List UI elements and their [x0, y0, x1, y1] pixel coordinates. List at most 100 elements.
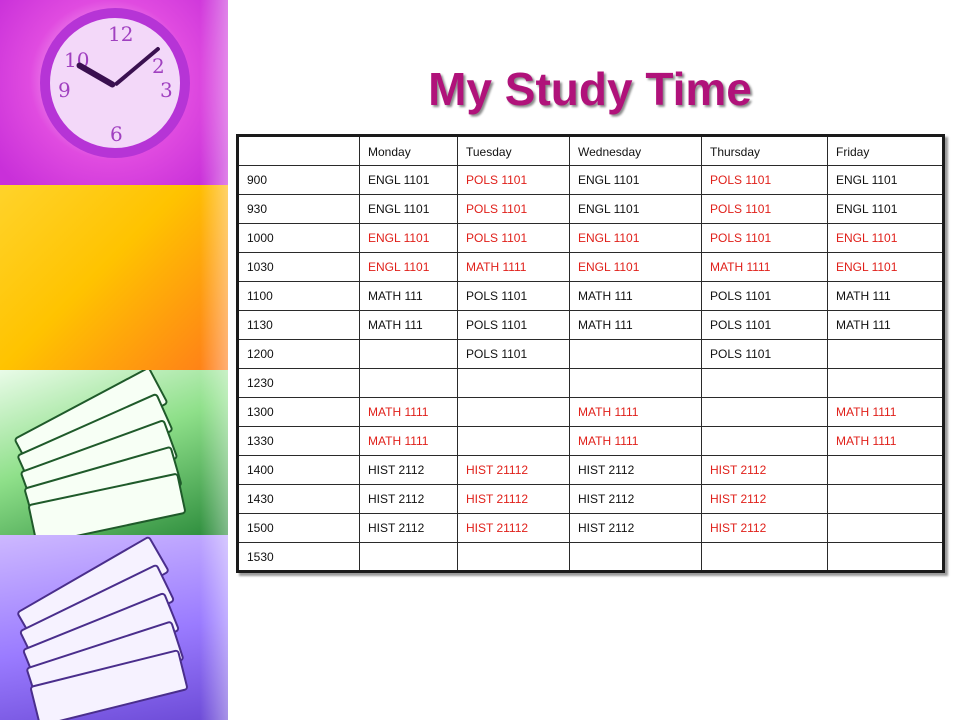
- table-row: 1100 MATH 111 POLS 1101 MATH 111 POLS 1101 MA…: [237, 281, 944, 311]
- class-cell: POLS 1101: [701, 339, 828, 369]
- class-cell: POLS 1101: [701, 194, 828, 224]
- time-cell: 1130: [237, 310, 360, 340]
- class-cell: MATH 1111: [359, 426, 458, 456]
- clock-hour-hand: [75, 61, 117, 89]
- class-cell: [359, 339, 458, 369]
- schedule-table-container: Monday Tuesday Wednesday Thursday Friday 900…: [236, 134, 945, 573]
- class-cell: HIST 2112: [359, 455, 458, 485]
- table-row: 900 ENGL 1101 POLS 1101 ENGL 1101 POLS 1101 E…: [237, 165, 944, 195]
- class-cell: POLS 1101: [457, 281, 570, 311]
- class-cell: [827, 513, 944, 543]
- class-cell: ENGL 1101: [827, 223, 944, 253]
- class-cell: HIST 2112: [569, 455, 702, 485]
- class-cell: MATH 1111: [827, 397, 944, 427]
- class-cell: [701, 542, 828, 572]
- header-cell-day: Monday: [359, 135, 458, 166]
- class-cell: [457, 397, 570, 427]
- class-cell: MATH 1111: [569, 397, 702, 427]
- time-cell: 1400: [237, 455, 360, 485]
- table-row: 1130 MATH 111 POLS 1101 MATH 111 POLS 1101 MA…: [237, 310, 944, 340]
- class-cell: MATH 111: [569, 281, 702, 311]
- class-cell: HIST 2112: [359, 484, 458, 514]
- class-cell: HIST 2112: [701, 455, 828, 485]
- table-row: 1230: [237, 368, 944, 398]
- class-cell: MATH 111: [827, 310, 944, 340]
- purple-clock-photo: 12 2 3 9 6 10: [0, 0, 228, 185]
- time-cell: 1330: [237, 426, 360, 456]
- class-cell: HIST 2112: [569, 513, 702, 543]
- class-cell: ENGL 1101: [359, 223, 458, 253]
- class-cell: [569, 368, 702, 398]
- class-cell: HIST 2112: [701, 484, 828, 514]
- table-row: 1300 MATH 1111 MATH 1111 MATH 1111: [237, 397, 944, 427]
- schedule-body: 900 ENGL 1101 POLS 1101 ENGL 1101 POLS 1101 E…: [237, 165, 944, 572]
- class-cell: MATH 111: [569, 310, 702, 340]
- clock-numeral: 12: [108, 22, 134, 46]
- class-cell: MATH 1111: [827, 426, 944, 456]
- header-cell-day: Thursday: [701, 135, 828, 166]
- schedule-table: Monday Tuesday Wednesday Thursday Friday 900…: [236, 134, 945, 573]
- class-cell: MATH 1111: [457, 252, 570, 282]
- class-cell: HIST 21112: [457, 513, 570, 543]
- table-row: 1530: [237, 542, 944, 572]
- class-cell: [359, 542, 458, 572]
- purple-papers-photo: [0, 535, 228, 720]
- table-row: 1430 HIST 2112 HIST 21112 HIST 2112 HIST 211…: [237, 484, 944, 514]
- decorative-photo-strip: 12 2 3 9 6 10 12 1 2 3 4 5 6 7 8 9 10 11: [0, 0, 228, 720]
- class-cell: ENGL 1101: [359, 252, 458, 282]
- class-cell: POLS 1101: [457, 339, 570, 369]
- time-cell: 1300: [237, 397, 360, 427]
- class-cell: [827, 339, 944, 369]
- orange-clock-photo: 12 1 2 3 4 5 6 7 8 9 10 11: [0, 185, 228, 370]
- class-cell: [701, 426, 828, 456]
- class-cell: ENGL 1101: [569, 194, 702, 224]
- class-cell: [569, 339, 702, 369]
- time-cell: 930: [237, 194, 360, 224]
- time-cell: 1430: [237, 484, 360, 514]
- class-cell: [359, 368, 458, 398]
- class-cell: [827, 368, 944, 398]
- table-row: 1030 ENGL 1101 MATH 1111 ENGL 1101 MATH 1111…: [237, 252, 944, 282]
- class-cell: MATH 111: [359, 281, 458, 311]
- green-papers-photo: [0, 370, 228, 535]
- purple-clock-icon: 12 2 3 9 6 10: [40, 8, 190, 158]
- class-cell: HIST 21112: [457, 484, 570, 514]
- class-cell: HIST 21112: [457, 455, 570, 485]
- clock-numeral: 3: [160, 78, 173, 102]
- table-row: 930 ENGL 1101 POLS 1101 ENGL 1101 POLS 1101 E…: [237, 194, 944, 224]
- class-cell: POLS 1101: [457, 223, 570, 253]
- time-cell: 900: [237, 165, 360, 195]
- class-cell: HIST 2112: [359, 513, 458, 543]
- class-cell: [827, 484, 944, 514]
- class-cell: ENGL 1101: [827, 252, 944, 282]
- class-cell: HIST 2112: [569, 484, 702, 514]
- class-cell: [827, 455, 944, 485]
- class-cell: ENGL 1101: [569, 165, 702, 195]
- class-cell: MATH 111: [827, 281, 944, 311]
- clock-numeral: 2: [152, 54, 165, 78]
- table-row: 1400 HIST 2112 HIST 21112 HIST 2112 HIST 211…: [237, 455, 944, 485]
- header-cell-day: Friday: [827, 135, 944, 166]
- table-row: 1500 HIST 2112 HIST 21112 HIST 2112 HIST 211…: [237, 513, 944, 543]
- class-cell: ENGL 1101: [827, 194, 944, 224]
- header-cell-day: Tuesday: [457, 135, 570, 166]
- table-row: 1200 POLS 1101 POLS 1101: [237, 339, 944, 369]
- time-cell: 1030: [237, 252, 360, 282]
- class-cell: [569, 542, 702, 572]
- class-cell: ENGL 1101: [569, 252, 702, 282]
- time-cell: 1100: [237, 281, 360, 311]
- class-cell: [701, 397, 828, 427]
- class-cell: [457, 368, 570, 398]
- class-cell: POLS 1101: [457, 165, 570, 195]
- clock-numeral: 6: [110, 122, 123, 146]
- class-cell: [701, 368, 828, 398]
- class-cell: POLS 1101: [701, 281, 828, 311]
- class-cell: [827, 542, 944, 572]
- class-cell: MATH 1111: [359, 397, 458, 427]
- time-cell: 1530: [237, 542, 360, 572]
- class-cell: MATH 1111: [569, 426, 702, 456]
- class-cell: [457, 542, 570, 572]
- class-cell: POLS 1101: [457, 194, 570, 224]
- time-cell: 1230: [237, 368, 360, 398]
- class-cell: POLS 1101: [701, 165, 828, 195]
